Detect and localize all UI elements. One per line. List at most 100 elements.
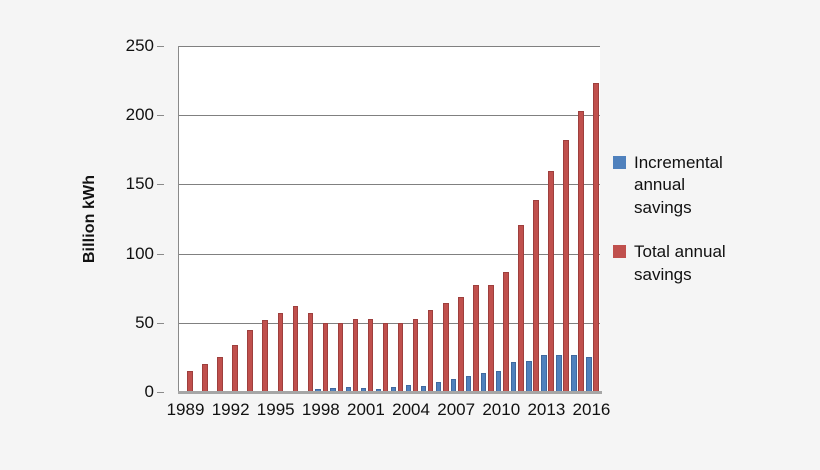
bar-incremental[interactable] bbox=[465, 376, 472, 392]
plot-area bbox=[178, 46, 600, 392]
bar-group bbox=[555, 46, 570, 392]
gridline bbox=[179, 46, 600, 47]
bar-total[interactable] bbox=[457, 296, 464, 392]
bar-group bbox=[510, 46, 525, 392]
y-axis-ticks: 250 200 150 100 50 0 bbox=[104, 0, 164, 470]
bar-group bbox=[284, 46, 299, 392]
y-tick-mark bbox=[157, 322, 164, 324]
bar-total[interactable] bbox=[337, 322, 344, 392]
bar-group bbox=[209, 46, 224, 392]
bar-total[interactable] bbox=[503, 271, 509, 392]
x-tick-label: 2004 bbox=[392, 400, 430, 419]
bar-total[interactable] bbox=[488, 285, 494, 392]
y-tick-label: 0 bbox=[145, 382, 164, 402]
legend-label: Total annual savings bbox=[634, 241, 726, 286]
bar-total[interactable] bbox=[322, 322, 329, 392]
legend-swatch-icon bbox=[613, 245, 626, 259]
bar-group bbox=[390, 46, 405, 392]
bar-group bbox=[374, 46, 389, 392]
bar-group bbox=[525, 46, 540, 392]
bar-group bbox=[329, 46, 344, 392]
x-tick-label: 2007 bbox=[437, 400, 476, 419]
bar-total[interactable] bbox=[307, 313, 314, 392]
bar-total[interactable] bbox=[472, 285, 479, 392]
bar-total[interactable] bbox=[262, 320, 269, 392]
gridline bbox=[179, 253, 600, 255]
bar-total[interactable] bbox=[367, 318, 374, 392]
y-tick-mark bbox=[157, 46, 164, 47]
bar-total[interactable] bbox=[563, 140, 569, 392]
bar-incremental[interactable] bbox=[525, 360, 532, 392]
x-tick-label: 1992 bbox=[211, 400, 250, 419]
bar-total[interactable] bbox=[382, 322, 389, 392]
x-axis-baseline bbox=[178, 391, 602, 394]
bar-total[interactable] bbox=[412, 318, 419, 392]
bar-total[interactable] bbox=[427, 310, 434, 392]
bar-group bbox=[314, 46, 329, 392]
x-axis-ticks: 1989 1992 1995 1998 2001 2004 2007 2010 2013 2016 bbox=[167, 400, 611, 430]
bar-group bbox=[450, 46, 465, 392]
bar-total[interactable] bbox=[548, 170, 554, 392]
y-tick-mark bbox=[157, 184, 164, 186]
gridline bbox=[179, 115, 600, 117]
bar-series-container bbox=[179, 46, 600, 392]
y-tick-label: 100 bbox=[126, 244, 164, 264]
bar-group bbox=[224, 46, 239, 392]
legend-label-line: savings bbox=[634, 264, 692, 284]
bar-group bbox=[495, 46, 510, 392]
x-tick-label: 2001 bbox=[347, 400, 385, 419]
bar-group bbox=[254, 46, 269, 392]
bar-group bbox=[570, 46, 585, 392]
y-tick-label: 200 bbox=[126, 105, 164, 125]
bar-total[interactable] bbox=[232, 344, 238, 392]
x-tick-label: 1989 bbox=[166, 400, 205, 419]
bar-total[interactable] bbox=[247, 329, 254, 392]
bar-total[interactable] bbox=[578, 111, 584, 392]
gridline bbox=[179, 322, 600, 324]
bar-incremental[interactable] bbox=[571, 354, 577, 392]
y-axis-title-label: Billion kWh bbox=[81, 174, 99, 264]
bar-total[interactable] bbox=[518, 224, 524, 392]
bar-total[interactable] bbox=[533, 199, 539, 392]
legend-label-line: savings bbox=[634, 197, 692, 217]
bar-incremental[interactable] bbox=[495, 370, 502, 392]
y-tick-mark bbox=[157, 115, 164, 117]
y-tick-mark bbox=[157, 253, 164, 255]
bar-total[interactable] bbox=[187, 371, 193, 392]
legend-entry[interactable]: Total annual savings bbox=[613, 241, 813, 286]
bar-incremental[interactable] bbox=[480, 373, 487, 392]
bar-group bbox=[465, 46, 480, 392]
x-tick-label: 2013 bbox=[527, 400, 566, 419]
legend-swatch-icon bbox=[613, 156, 626, 169]
bar-total[interactable] bbox=[292, 306, 299, 392]
bar-total[interactable] bbox=[442, 303, 449, 392]
legend-label-line: annual bbox=[634, 175, 686, 195]
bar-total[interactable] bbox=[277, 313, 284, 392]
x-tick-label: 1998 bbox=[301, 400, 340, 419]
bar-total[interactable] bbox=[202, 364, 208, 392]
legend-label-line: Total annual bbox=[634, 242, 726, 262]
bar-group bbox=[194, 46, 209, 392]
bar-incremental[interactable] bbox=[586, 356, 592, 392]
bar-total[interactable] bbox=[593, 83, 599, 392]
bar-group bbox=[420, 46, 435, 392]
bar-group bbox=[344, 46, 359, 392]
bar-group bbox=[435, 46, 450, 392]
bar-total[interactable] bbox=[397, 322, 404, 392]
legend-entry[interactable]: Incremental annual savings bbox=[613, 152, 813, 219]
bar-total[interactable] bbox=[352, 319, 359, 392]
x-tick-label: 2010 bbox=[482, 400, 521, 419]
bar-incremental[interactable] bbox=[510, 362, 517, 392]
legend-label: Incremental annual savings bbox=[634, 152, 723, 219]
bar-group bbox=[179, 46, 194, 392]
y-tick-mark bbox=[157, 392, 164, 393]
bar-incremental[interactable] bbox=[556, 354, 562, 392]
bar-total[interactable] bbox=[217, 357, 223, 392]
bar-group bbox=[269, 46, 284, 392]
legend-label-line: Incremental bbox=[634, 153, 723, 172]
y-axis-title: Billion kWh bbox=[78, 46, 102, 392]
bar-incremental[interactable] bbox=[540, 355, 547, 392]
bar-group bbox=[480, 46, 495, 392]
bar-group bbox=[585, 46, 600, 392]
